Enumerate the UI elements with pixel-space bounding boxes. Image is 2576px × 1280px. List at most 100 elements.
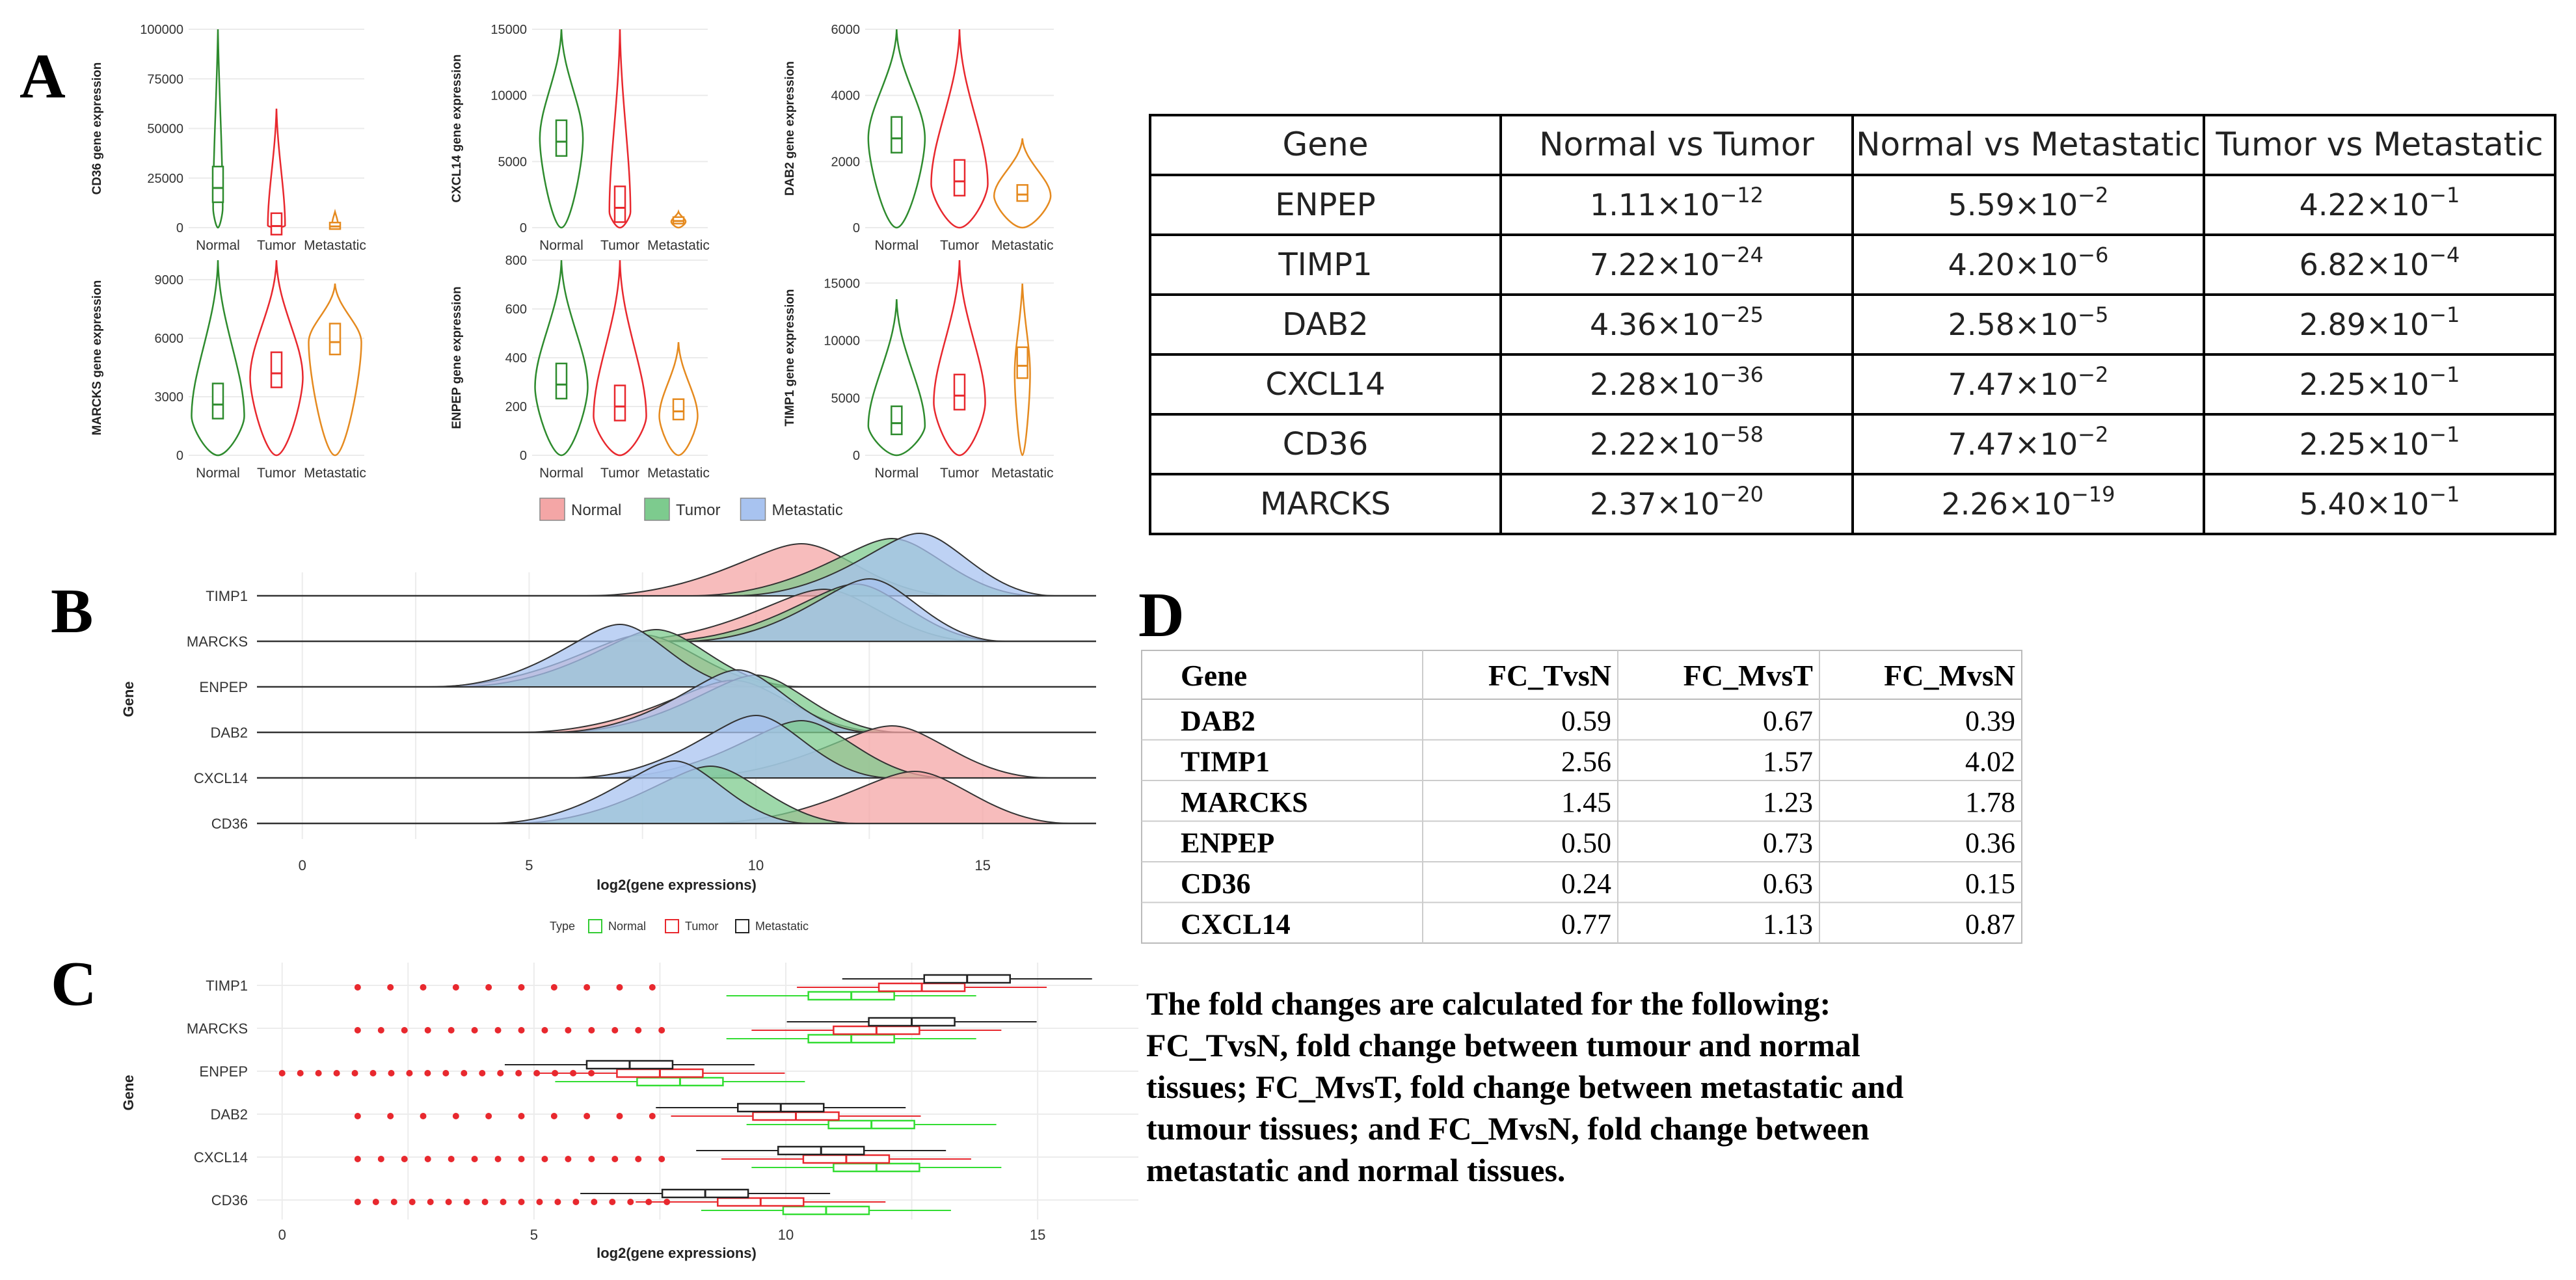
outlier-point (387, 1113, 394, 1119)
outlier-point (420, 1113, 427, 1119)
violin-box (211, 382, 224, 420)
table-cell: 2.22×10−58 (1590, 422, 1764, 462)
outlier-point (479, 1070, 486, 1076)
panel-letter-D: D (1138, 580, 1185, 650)
fc-table: Gene FC_TvsN FC_MvsT FC_MvsN DAB2 0.59 0.67 0.3… (1141, 650, 2022, 944)
y-tick-label: 50000 (147, 122, 183, 137)
outlier-point (500, 1199, 507, 1205)
violin-plot-2: 0 5000 10000 15000 CXCL14 gene expression Nor… (450, 23, 710, 253)
outlier-point (584, 984, 591, 991)
outlier-point (452, 1113, 459, 1119)
table-cell: DAB2 (1282, 306, 1368, 343)
violin-box (891, 116, 903, 153)
y-axis-label: Gene (120, 1074, 137, 1110)
violin-plot-4: 0 3000 6000 9000 MARCKS gene expression Norma… (90, 260, 366, 481)
table-header: FC_TvsN (1488, 659, 1611, 692)
y-tick-label: 75000 (147, 72, 183, 87)
outlier-point (518, 984, 525, 991)
violin-shape (930, 29, 989, 229)
violin-box (672, 398, 685, 421)
violin-plot-3: 0 2000 4000 6000 DAB2 gene expression Normal T… (783, 23, 1054, 253)
panel-a-legend: Normal Tumor Metastatic (539, 498, 843, 521)
table-cell: 4.20×10−6 (1948, 243, 2109, 282)
x-tick-label: Tumor (257, 238, 296, 253)
outlier-point (635, 1027, 642, 1033)
outlier-point (388, 1070, 395, 1076)
outlier-point (372, 1199, 379, 1205)
violin-box (555, 362, 568, 400)
table-header: Gene (1283, 126, 1369, 163)
violin-shape (670, 209, 687, 229)
outlier-point (377, 1156, 384, 1162)
y-tick-label: DAB2 (211, 1106, 248, 1123)
x-tick-label: 15 (1030, 1227, 1045, 1243)
violin-box (555, 119, 568, 157)
table-cell: 4.02 (1965, 746, 2015, 778)
violin-plot-6: 0 5000 10000 15000 TIMP1 gene expression Norm… (783, 260, 1054, 481)
caption-line: FC_TvsN, fold change between tumour and … (1146, 1027, 1860, 1063)
outlier-point (584, 1113, 591, 1119)
table-cell: 4.22×10−1 (2300, 183, 2460, 222)
violin-box (1016, 346, 1028, 379)
table-cell: 0.36 (1965, 827, 2015, 859)
outlier-point (461, 1070, 468, 1076)
table-cell: 7.47×10−2 (1948, 422, 2109, 462)
ridge-density (433, 623, 755, 687)
table-cell: TIMP1 (1181, 746, 1270, 778)
x-tick-label: Tumor (940, 466, 979, 481)
x-tick-label: 10 (748, 857, 764, 873)
y-tick-label: 0 (520, 449, 527, 463)
y-tick-label: 600 (505, 302, 527, 317)
violin-box (891, 405, 903, 436)
x-tick-label: Metastatic (304, 466, 366, 481)
table-header: Normal vs Metastatic (1856, 126, 2201, 163)
x-axis-label: log2(gene expressions) (597, 1245, 757, 1261)
outlier-point (616, 1113, 623, 1119)
legend-label: Metastatic (772, 501, 843, 519)
outlier-point (494, 1156, 502, 1162)
legend-title: Type (550, 920, 575, 933)
outlier-point (536, 1199, 543, 1205)
outlier-point (452, 984, 459, 991)
outlier-point (518, 1156, 525, 1162)
y-tick-label: 800 (505, 254, 527, 268)
outlier-point (611, 1156, 619, 1162)
violin-box (329, 323, 342, 356)
table-cell: 2.37×10−20 (1590, 482, 1764, 522)
outlier-point (497, 1070, 504, 1076)
table-cell: 1.11×10−12 (1590, 183, 1764, 222)
table-header: Normal vs Tumor (1539, 126, 1814, 163)
y-tick-label: 0 (176, 449, 183, 463)
violin-plot-1: 0 25000 50000 75000 100000 CD36 gene expressi… (90, 23, 366, 253)
outlier-point (591, 1199, 598, 1205)
legend-label: Metastatic (755, 920, 809, 933)
legend-label: Tumor (676, 501, 720, 519)
outlier-point (541, 1156, 548, 1162)
outlier-point (635, 1156, 642, 1162)
caption-line: tissues; FC_MvsT, fold change between me… (1146, 1069, 1903, 1105)
x-tick-label: Normal (874, 238, 919, 253)
table-border (1141, 650, 2022, 944)
violin-box (211, 165, 224, 204)
y-tick-label: TIMP1 (206, 978, 248, 994)
outlier-point (645, 1199, 652, 1205)
outlier-point (518, 1199, 525, 1205)
table-cell: 0.15 (1965, 868, 2015, 900)
caption-line: metastatic and normal tissues. (1146, 1152, 1565, 1188)
y-tick-label: 15000 (824, 276, 860, 291)
y-tick-label: MARCKS (187, 1020, 248, 1037)
violin-shape (191, 260, 245, 457)
table-cell: MARCKS (1181, 786, 1308, 818)
table-cell: 2.89×10−1 (2300, 302, 2460, 342)
outlier-point (541, 1027, 548, 1033)
outlier-point (658, 1027, 665, 1033)
table-cell: 0.77 (1561, 909, 1611, 940)
outlier-point (390, 1199, 397, 1205)
table-cell: 5.40×10−1 (2300, 482, 2460, 522)
outlier-point (401, 1027, 408, 1033)
caption: The fold changes are calculated for the … (1146, 985, 1903, 1188)
outlier-point (485, 984, 492, 991)
y-tick-label: 5000 (831, 392, 861, 406)
y-axis-label: CXCL14 gene expression (450, 54, 464, 202)
outlier-point (552, 1070, 559, 1076)
